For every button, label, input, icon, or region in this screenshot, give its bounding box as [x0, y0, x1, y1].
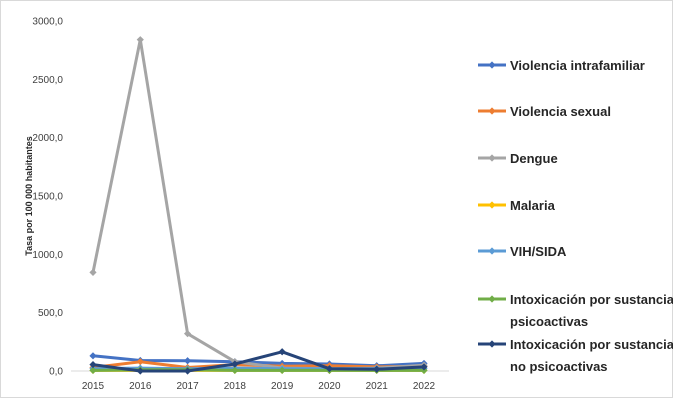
- x-tick-label: 2018: [224, 381, 247, 392]
- y-tick-label: 0,0: [49, 367, 63, 378]
- data-point: [231, 360, 239, 368]
- data-point: [278, 348, 286, 356]
- series-line: [91, 350, 426, 373]
- legend-label: VIH/SIDA: [510, 244, 567, 259]
- y-tick-label: 3000,0: [32, 17, 63, 28]
- legend: Violencia intrafamiliar Violencia sexual D…: [478, 58, 673, 374]
- data-point: [231, 366, 239, 375]
- legend-label: Violencia sexual: [510, 104, 611, 119]
- legend-swatch-marker: [488, 295, 496, 303]
- data-point: [89, 268, 97, 277]
- legend-swatch-marker: [488, 340, 496, 348]
- legend-swatch-marker: [488, 247, 496, 255]
- y-tick-label: 2500,0: [32, 75, 63, 86]
- series-lines: [89, 36, 428, 375]
- y-tick-label: 1500,0: [32, 192, 63, 203]
- x-tick-label: 2016: [129, 381, 152, 392]
- data-point: [325, 365, 334, 373]
- y-axis-title: Tasa por 100 000 habitantes: [24, 136, 34, 255]
- data-point: [183, 357, 192, 365]
- legend-label: Intoxicación por sustancias: [510, 292, 673, 307]
- data-point: [373, 365, 381, 373]
- legend-label: Violencia intrafamiliar: [510, 58, 645, 73]
- series-line: [91, 38, 426, 371]
- legend-label: no psicoactivas: [510, 359, 608, 374]
- x-tick-label: 2020: [318, 381, 341, 392]
- y-axis-title-group: Tasa por 100 000 habitantes: [24, 136, 34, 255]
- y-tick-labels: 0,0 500,0 1000,0 1500,0 2000,0 2500,0 3000,0: [32, 17, 63, 378]
- data-point: [136, 358, 144, 366]
- data-point: [89, 366, 97, 375]
- x-tick-label: 2021: [366, 381, 389, 392]
- x-tick-label: 2017: [176, 381, 199, 392]
- y-tick-label: 1000,0: [32, 250, 63, 261]
- legend-label: Dengue: [510, 151, 558, 166]
- legend-label: Malaria: [510, 198, 556, 213]
- x-tick-label: 2022: [413, 381, 436, 392]
- legend-swatch-marker: [488, 61, 496, 69]
- x-tick-label: 2019: [271, 381, 294, 392]
- legend-swatch-marker: [488, 107, 496, 115]
- y-tick-label: 500,0: [38, 308, 63, 319]
- data-point: [183, 330, 192, 338]
- data-point: [183, 367, 192, 375]
- legend-label: Intoxicación por sustancias: [510, 337, 673, 352]
- legend-label: psicoactivas: [510, 314, 588, 329]
- data-point: [278, 366, 286, 375]
- data-point: [420, 363, 428, 371]
- legend-swatch-marker: [488, 154, 496, 162]
- legend-swatch-marker: [488, 201, 496, 209]
- x-tick-label: 2015: [82, 381, 105, 392]
- data-point: [89, 352, 97, 360]
- data-point: [136, 367, 144, 375]
- y-tick-label: 2000,0: [32, 133, 63, 144]
- data-point: [136, 36, 144, 44]
- x-tick-labels: 2015 2016 2017 2018 2019 2020 2021 2022: [82, 381, 436, 392]
- data-point: [89, 360, 97, 369]
